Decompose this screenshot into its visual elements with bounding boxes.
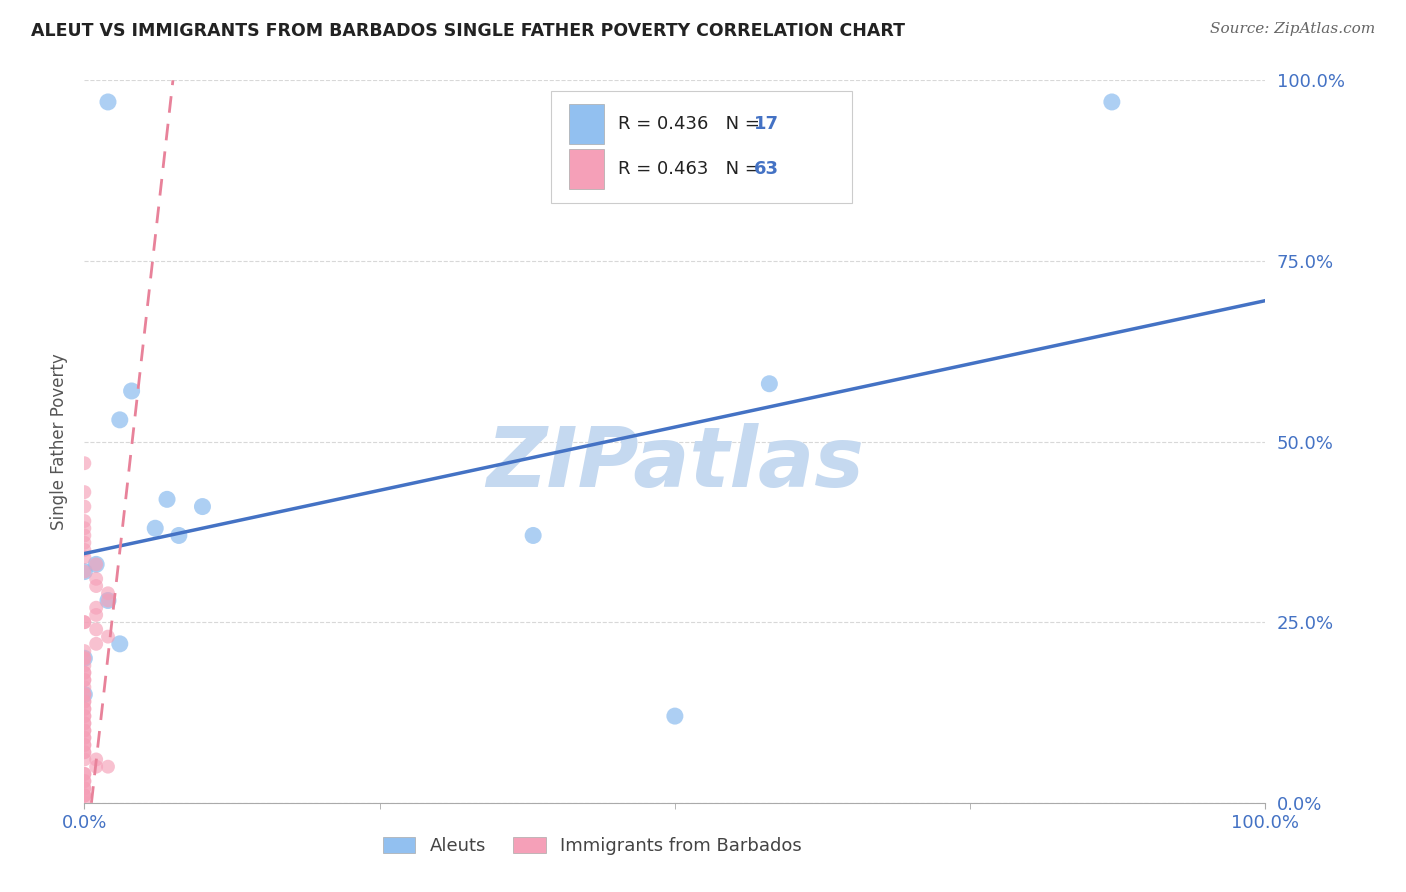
Point <box>97 586 120 600</box>
Point <box>73 745 96 759</box>
Point <box>73 673 96 687</box>
Point <box>73 723 96 738</box>
Point <box>73 789 96 803</box>
Point <box>73 774 96 789</box>
Point <box>73 565 96 579</box>
Point <box>84 572 107 586</box>
FancyBboxPatch shape <box>551 91 852 203</box>
Point <box>73 658 96 673</box>
Point <box>73 644 96 658</box>
Y-axis label: Single Father Poverty: Single Father Poverty <box>49 353 67 530</box>
Point <box>1101 95 1123 109</box>
Point <box>73 731 96 745</box>
Point <box>97 593 120 607</box>
Point <box>73 738 96 752</box>
Point <box>73 774 96 789</box>
Point <box>73 528 96 542</box>
Point <box>73 731 96 745</box>
Point <box>73 767 96 781</box>
Point <box>97 95 120 109</box>
FancyBboxPatch shape <box>568 149 605 189</box>
Point <box>73 687 96 701</box>
Point <box>73 665 96 680</box>
Point <box>84 558 107 572</box>
Point <box>167 528 190 542</box>
Point <box>522 528 544 542</box>
Point <box>73 781 96 796</box>
Point <box>84 607 107 622</box>
Point <box>73 514 96 528</box>
Point <box>73 789 96 803</box>
Point <box>108 413 131 427</box>
Point <box>73 565 96 579</box>
Point <box>73 542 96 557</box>
Point <box>73 716 96 731</box>
Point <box>73 615 96 630</box>
Point <box>156 492 179 507</box>
Point <box>84 579 107 593</box>
Point <box>73 651 96 665</box>
Point <box>73 695 96 709</box>
Point <box>73 687 96 701</box>
Point <box>191 500 214 514</box>
Point <box>73 687 96 701</box>
Point <box>73 651 96 665</box>
Point <box>84 558 107 572</box>
Point <box>73 500 96 514</box>
Point <box>73 485 96 500</box>
Point <box>73 695 96 709</box>
Point <box>121 384 143 398</box>
Point <box>73 709 96 723</box>
Point <box>73 673 96 687</box>
Point <box>73 738 96 752</box>
Text: 63: 63 <box>754 161 779 178</box>
Point <box>84 600 107 615</box>
Point <box>73 745 96 759</box>
Point <box>73 752 96 766</box>
Point <box>664 709 686 723</box>
Point <box>73 521 96 535</box>
Point <box>108 637 131 651</box>
FancyBboxPatch shape <box>568 103 605 144</box>
Point <box>73 789 96 803</box>
Legend: Aleuts, Immigrants from Barbados: Aleuts, Immigrants from Barbados <box>375 830 808 863</box>
Text: ZIPatlas: ZIPatlas <box>486 423 863 504</box>
Point <box>758 376 780 391</box>
Text: Source: ZipAtlas.com: Source: ZipAtlas.com <box>1209 22 1375 37</box>
Point <box>97 593 120 607</box>
Point <box>73 535 96 549</box>
Text: 17: 17 <box>754 115 779 133</box>
Point <box>84 623 107 637</box>
Point <box>73 550 96 565</box>
Point <box>84 752 107 766</box>
Point <box>73 709 96 723</box>
Text: ALEUT VS IMMIGRANTS FROM BARBADOS SINGLE FATHER POVERTY CORRELATION CHART: ALEUT VS IMMIGRANTS FROM BARBADOS SINGLE… <box>31 22 905 40</box>
Point <box>73 767 96 781</box>
Point <box>73 615 96 630</box>
Point <box>73 702 96 716</box>
Point <box>73 716 96 731</box>
Point <box>73 665 96 680</box>
Point <box>73 702 96 716</box>
Text: R = 0.436   N =: R = 0.436 N = <box>619 115 766 133</box>
Point <box>73 680 96 694</box>
Point <box>73 796 96 810</box>
Point <box>73 651 96 665</box>
Point <box>73 723 96 738</box>
Point <box>84 760 107 774</box>
Point <box>97 630 120 644</box>
Point <box>84 637 107 651</box>
Point <box>97 760 120 774</box>
Text: R = 0.463   N =: R = 0.463 N = <box>619 161 766 178</box>
Point <box>73 781 96 796</box>
Point <box>143 521 166 535</box>
Point <box>73 456 96 470</box>
